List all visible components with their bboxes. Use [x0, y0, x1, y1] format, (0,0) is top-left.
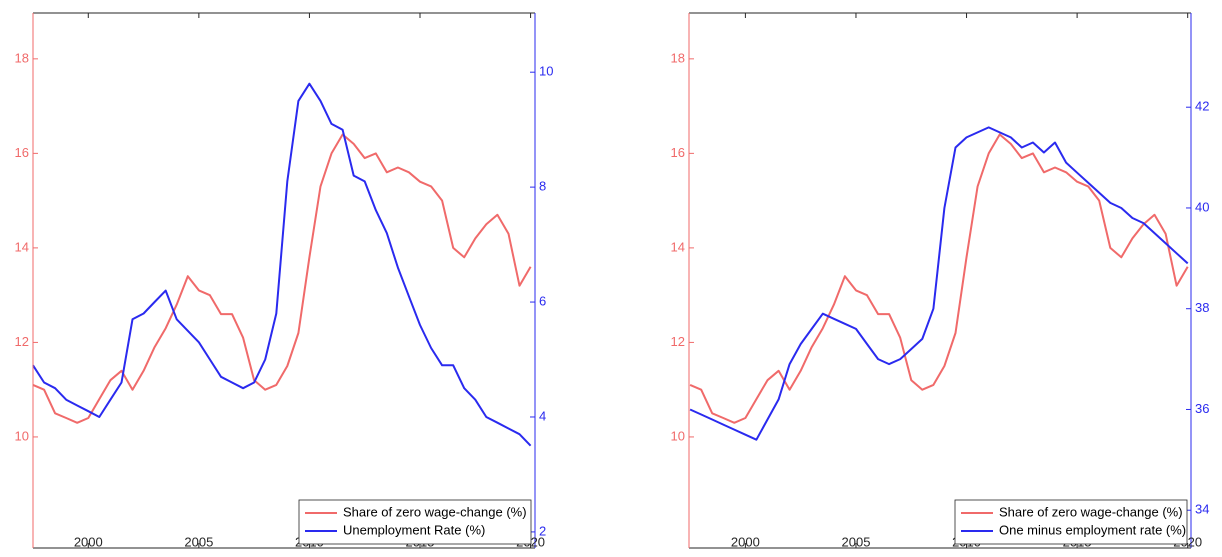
- y2-tick-label: 4: [539, 408, 546, 423]
- legend-box: [954, 499, 1188, 545]
- y-tick-label: 10: [15, 428, 29, 443]
- y2-tick-label: 42: [1195, 99, 1209, 114]
- legend-box: [298, 499, 532, 545]
- y-tick-label: 16: [671, 145, 685, 160]
- y-tick-label: 16: [15, 145, 29, 160]
- y-tick-label: 14: [15, 239, 29, 254]
- legend-label: Unemployment Rate (%): [343, 522, 485, 537]
- y2-tick-label: 10: [539, 64, 553, 79]
- x-tick-label: 2005: [184, 535, 213, 550]
- y2-tick-label: 38: [1195, 300, 1209, 315]
- y-tick-label: 10: [671, 428, 685, 443]
- y2-tick-label: 34: [1195, 502, 1209, 517]
- y2-tick-label: 36: [1195, 401, 1209, 416]
- y-tick-label: 18: [671, 50, 685, 65]
- x-tick-label: 2000: [731, 535, 760, 550]
- y2-tick-label: 8: [539, 179, 546, 194]
- legend: Share of zero wage-change (%) Unemploymen…: [298, 499, 532, 545]
- y-tick-label: 12: [15, 334, 29, 349]
- legend-label: Share of zero wage-change (%): [343, 504, 527, 519]
- x-tick-label: 2000: [74, 535, 103, 550]
- x-tick-label: 2005: [842, 535, 871, 550]
- data-line: [689, 133, 1189, 424]
- legend-label: Share of zero wage-change (%): [999, 504, 1183, 519]
- legend: Share of zero wage-change (%) One minus e…: [954, 499, 1188, 545]
- y2-tick-label: 40: [1195, 199, 1209, 214]
- y2-tick-label: 2: [539, 523, 546, 538]
- data-line: [32, 82, 532, 447]
- y2-tick-label: 6: [539, 293, 546, 308]
- data-line: [32, 133, 532, 424]
- y-tick-label: 12: [671, 334, 685, 349]
- data-line: [689, 126, 1189, 441]
- legend-label: One minus employment rate (%): [999, 522, 1186, 537]
- y-tick-label: 18: [15, 50, 29, 65]
- y-tick-label: 14: [671, 239, 685, 254]
